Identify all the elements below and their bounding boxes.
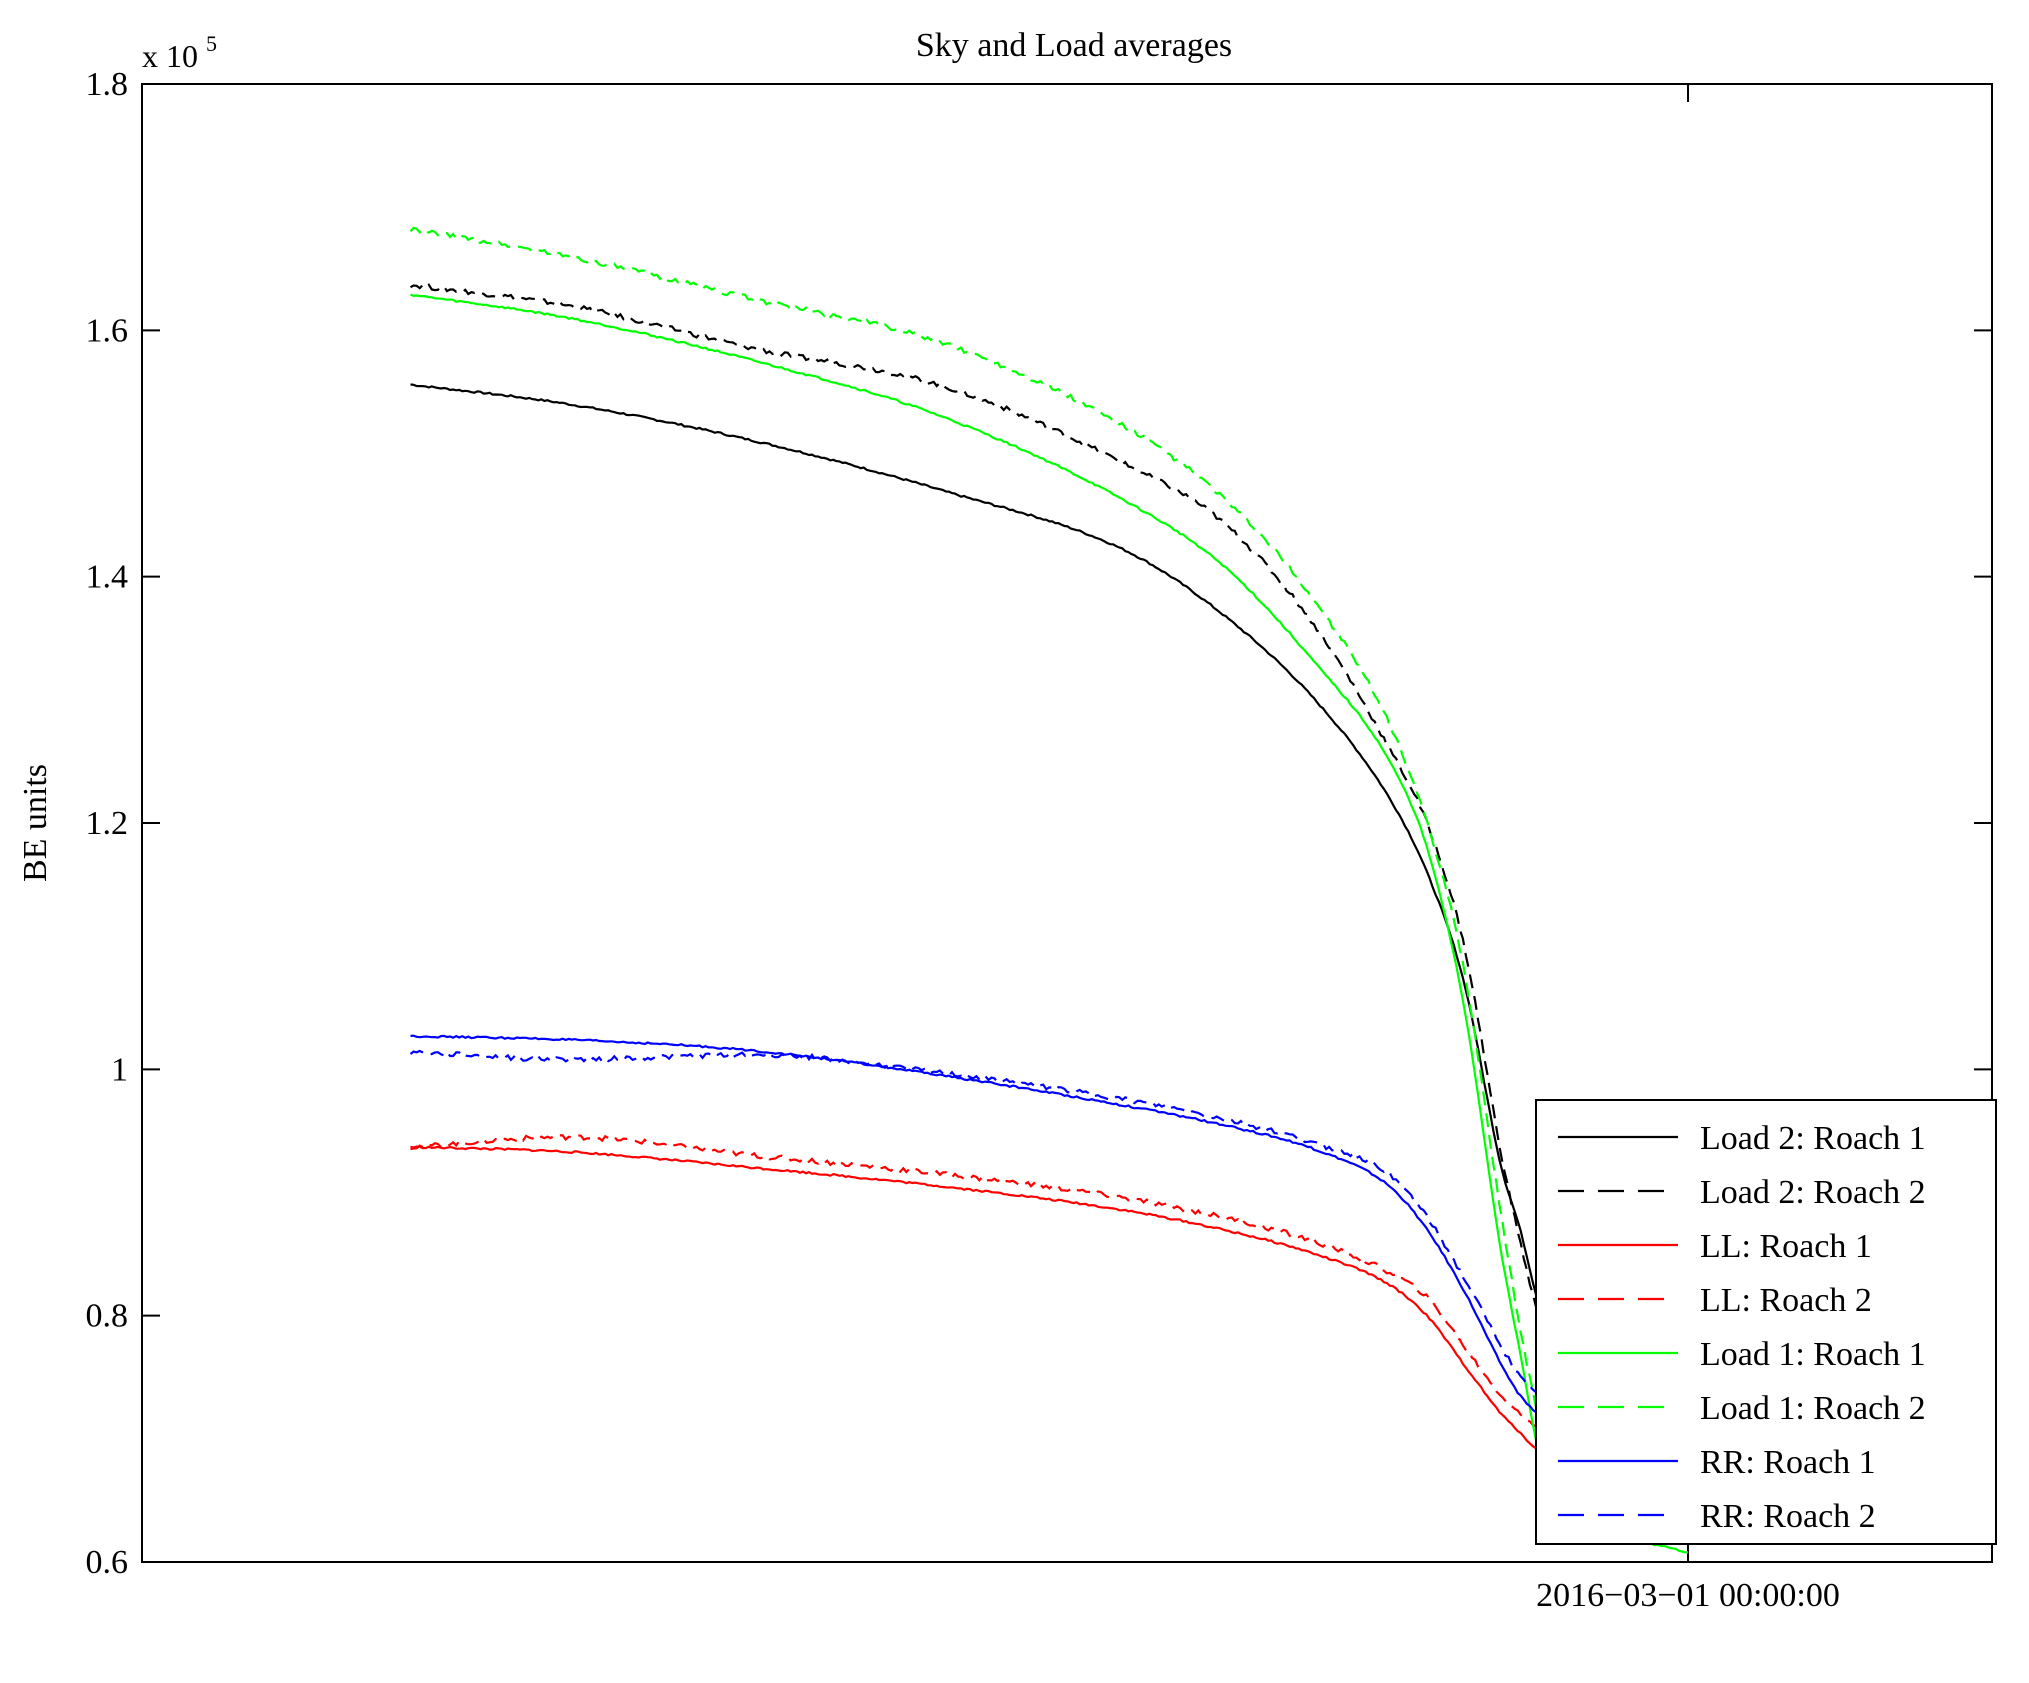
y-tick-label: 1.8 [86,66,129,103]
y-tick-label: 0.6 [86,1544,129,1581]
series-line-ll-roach-1 [410,1145,1689,1487]
legend-label: Load 2: Roach 1 [1700,1120,1926,1157]
series-line-load-1-roach-2 [409,226,1689,1521]
plot-area-frame [141,83,1993,1563]
series-line-rr-roach-1 [410,1034,1689,1449]
y-exponent-base: x 10 [142,38,198,74]
y-exponent-label: x 10 5 [142,31,217,74]
legend-label: LL: Roach 1 [1700,1228,1872,1265]
legend-label: Load 1: Roach 2 [1700,1390,1926,1427]
series-line-ll-roach-2 [410,1134,1689,1456]
legend-label: RR: Roach 1 [1700,1444,1876,1481]
x-tick-label: 2016−03−01 00:00:00 [1536,1577,1840,1614]
series-layer [409,226,1689,1554]
legend: Load 2: Roach 1 Load 2: Roach 2 LL: Roach … [1535,1099,1997,1545]
series-line-rr-roach-2 [409,1049,1689,1418]
y-exponent-power: 5 [206,31,217,56]
legend-label: LL: Roach 2 [1700,1282,1872,1319]
axis-tick-labels: 0.6 0.8 1 1.2 1.4 1.6 1.8 2016−03−01 00:00:00 [86,66,1840,1614]
series-line-load-2-roach-2 [409,283,1689,1476]
y-tick-label: 1.6 [86,312,129,349]
series-line-load-1-roach-1 [410,293,1689,1554]
y-tick-label: 1.2 [86,805,129,842]
series-line-load-2-roach-1 [410,383,1689,1489]
legend-label: Load 2: Roach 2 [1700,1174,1926,1211]
y-tick-label: 1 [111,1051,128,1088]
legend-box [1535,1099,1997,1545]
y-tick-label: 0.8 [86,1298,129,1335]
legend-label: RR: Roach 2 [1700,1498,1876,1535]
chart-title: Sky and Load averages [916,27,1232,64]
y-tick-label: 1.4 [86,559,129,596]
y-axis-label: BE units [17,764,54,882]
legend-label: Load 1: Roach 1 [1700,1336,1926,1373]
